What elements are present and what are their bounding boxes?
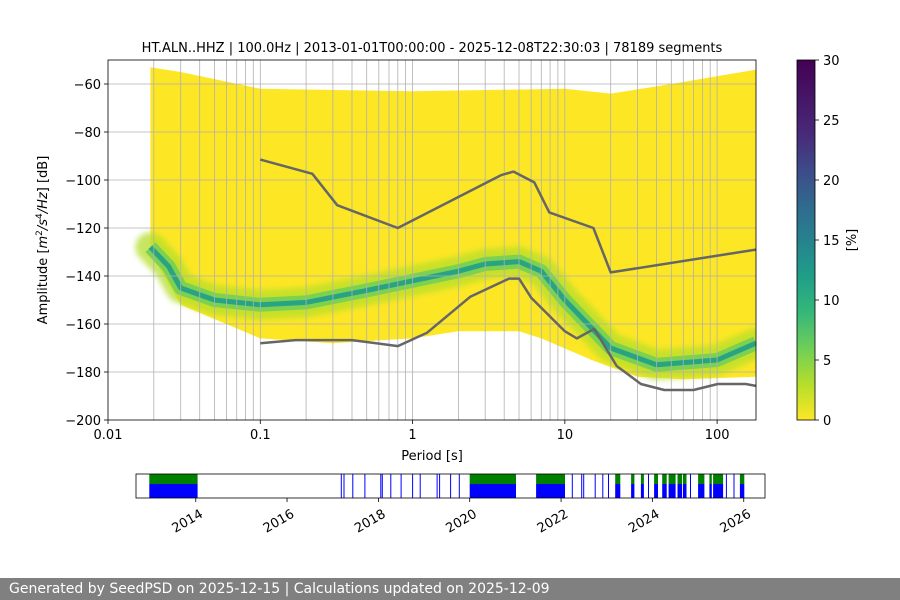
- colorbar-tick-label: 30: [823, 54, 840, 69]
- timeline-block-top: [640, 474, 644, 484]
- timeline-block-bottom: [682, 484, 687, 498]
- timeline-block-top: [709, 474, 712, 484]
- y-tick-label: −200: [65, 414, 101, 429]
- timeline-block-top: [713, 474, 724, 484]
- plot-frame: [107, 59, 757, 421]
- timeline-block-top: [662, 474, 667, 484]
- timeline-block-bottom: [709, 484, 712, 498]
- footer-text: Generated by SeedPSD on 2025-12-15 | Cal…: [9, 581, 550, 597]
- timeline-block-bottom: [631, 484, 635, 498]
- y-tick-label: −120: [65, 222, 101, 237]
- timeline-tick-label: 2026: [718, 507, 754, 537]
- x-tick-label: 0.01: [94, 428, 123, 443]
- x-tick-label: 100: [705, 428, 730, 443]
- psd-density-area: [150, 67, 756, 380]
- y-tick-label: −80: [74, 126, 101, 141]
- x-axis-label: Period [s]: [401, 449, 463, 464]
- timeline-block-bottom: [654, 484, 658, 498]
- x-tick-label: 1: [408, 428, 416, 443]
- timeline-block-bottom: [469, 484, 516, 498]
- colorbar-tick-label: 20: [823, 174, 840, 189]
- y-axis: −60 −80 −100 −120 −140 −160 −180 −200: [65, 78, 108, 429]
- timeline-block-top: [739, 474, 745, 484]
- timeline-block-top: [668, 474, 676, 484]
- y-tick-label: −100: [65, 174, 101, 189]
- timeline-block-top: [536, 474, 565, 484]
- x-tick-label: 10: [557, 428, 574, 443]
- timeline-block-bottom: [713, 484, 724, 498]
- y-axis-label: Amplitude [m2/s4/Hz] [dB]: [35, 156, 51, 325]
- timeline-tick-label: 2024: [626, 507, 662, 537]
- y-tick-label: −180: [65, 366, 101, 381]
- colorbar-tick-label: 25: [823, 114, 840, 129]
- timeline-block-top: [631, 474, 635, 484]
- timeline-block-bottom: [698, 484, 705, 498]
- colorbar-ticks: 0 5 10 15 20 25 30: [815, 54, 840, 429]
- x-tick-label: 0.1: [250, 428, 271, 443]
- timeline-block-bottom: [615, 484, 621, 498]
- timeline-tick-label: 2016: [261, 507, 297, 537]
- figure: HT.ALN..HHZ | 100.0Hz | 2013-01-01T00:00…: [35, 41, 860, 536]
- timeline-tick-label: 2020: [444, 507, 480, 537]
- timeline-block-bottom: [668, 484, 676, 498]
- psd-density: [135, 67, 756, 380]
- timeline-block-bottom: [739, 484, 745, 498]
- timeline-block-top: [677, 474, 682, 484]
- timeline-block-top: [682, 474, 687, 484]
- nhnm-curve: [259, 158, 756, 274]
- timeline-tick-label: 2022: [535, 507, 571, 537]
- timeline-axis: 2014 2016 2018 2020 2022 2024 2026: [170, 498, 754, 536]
- colorbar-tick-label: 15: [823, 234, 840, 249]
- footer-bar: Generated by SeedPSD on 2025-12-15 | Cal…: [0, 578, 900, 600]
- colorbar-tick-label: 0: [823, 414, 831, 429]
- timeline-frame: [135, 473, 766, 499]
- grid: [108, 60, 756, 420]
- y-tick-label: −140: [65, 270, 101, 285]
- timeline-block-bottom: [149, 484, 198, 498]
- timeline-block-top: [698, 474, 705, 484]
- timeline-tick-label: 2018: [352, 507, 388, 537]
- timeline-block-bottom: [536, 484, 565, 498]
- chart-title: HT.ALN..HHZ | 100.0Hz | 2013-01-01T00:00…: [142, 41, 723, 56]
- colorbar: [796, 59, 816, 421]
- timeline-block-bottom: [662, 484, 667, 498]
- timeline-block-top: [469, 474, 516, 484]
- y-tick-label: −60: [74, 78, 101, 93]
- x-axis: 0.01 0.1 1 10 100: [94, 420, 730, 443]
- timeline-coverage: [149, 474, 745, 498]
- timeline-block-bottom: [640, 484, 644, 498]
- y-tick-label: −160: [65, 318, 101, 333]
- timeline-block-top: [615, 474, 621, 484]
- noise-models: [259, 158, 756, 392]
- nlnm-curve: [260, 277, 756, 392]
- colorbar-label: [%]: [845, 229, 860, 252]
- timeline-tick-label: 2014: [170, 507, 206, 537]
- colorbar-tick-label: 5: [823, 354, 831, 369]
- timeline-block-top: [654, 474, 658, 484]
- colorbar-tick-label: 10: [823, 294, 840, 309]
- timeline-block-top: [149, 474, 198, 484]
- timeline-block-bottom: [677, 484, 682, 498]
